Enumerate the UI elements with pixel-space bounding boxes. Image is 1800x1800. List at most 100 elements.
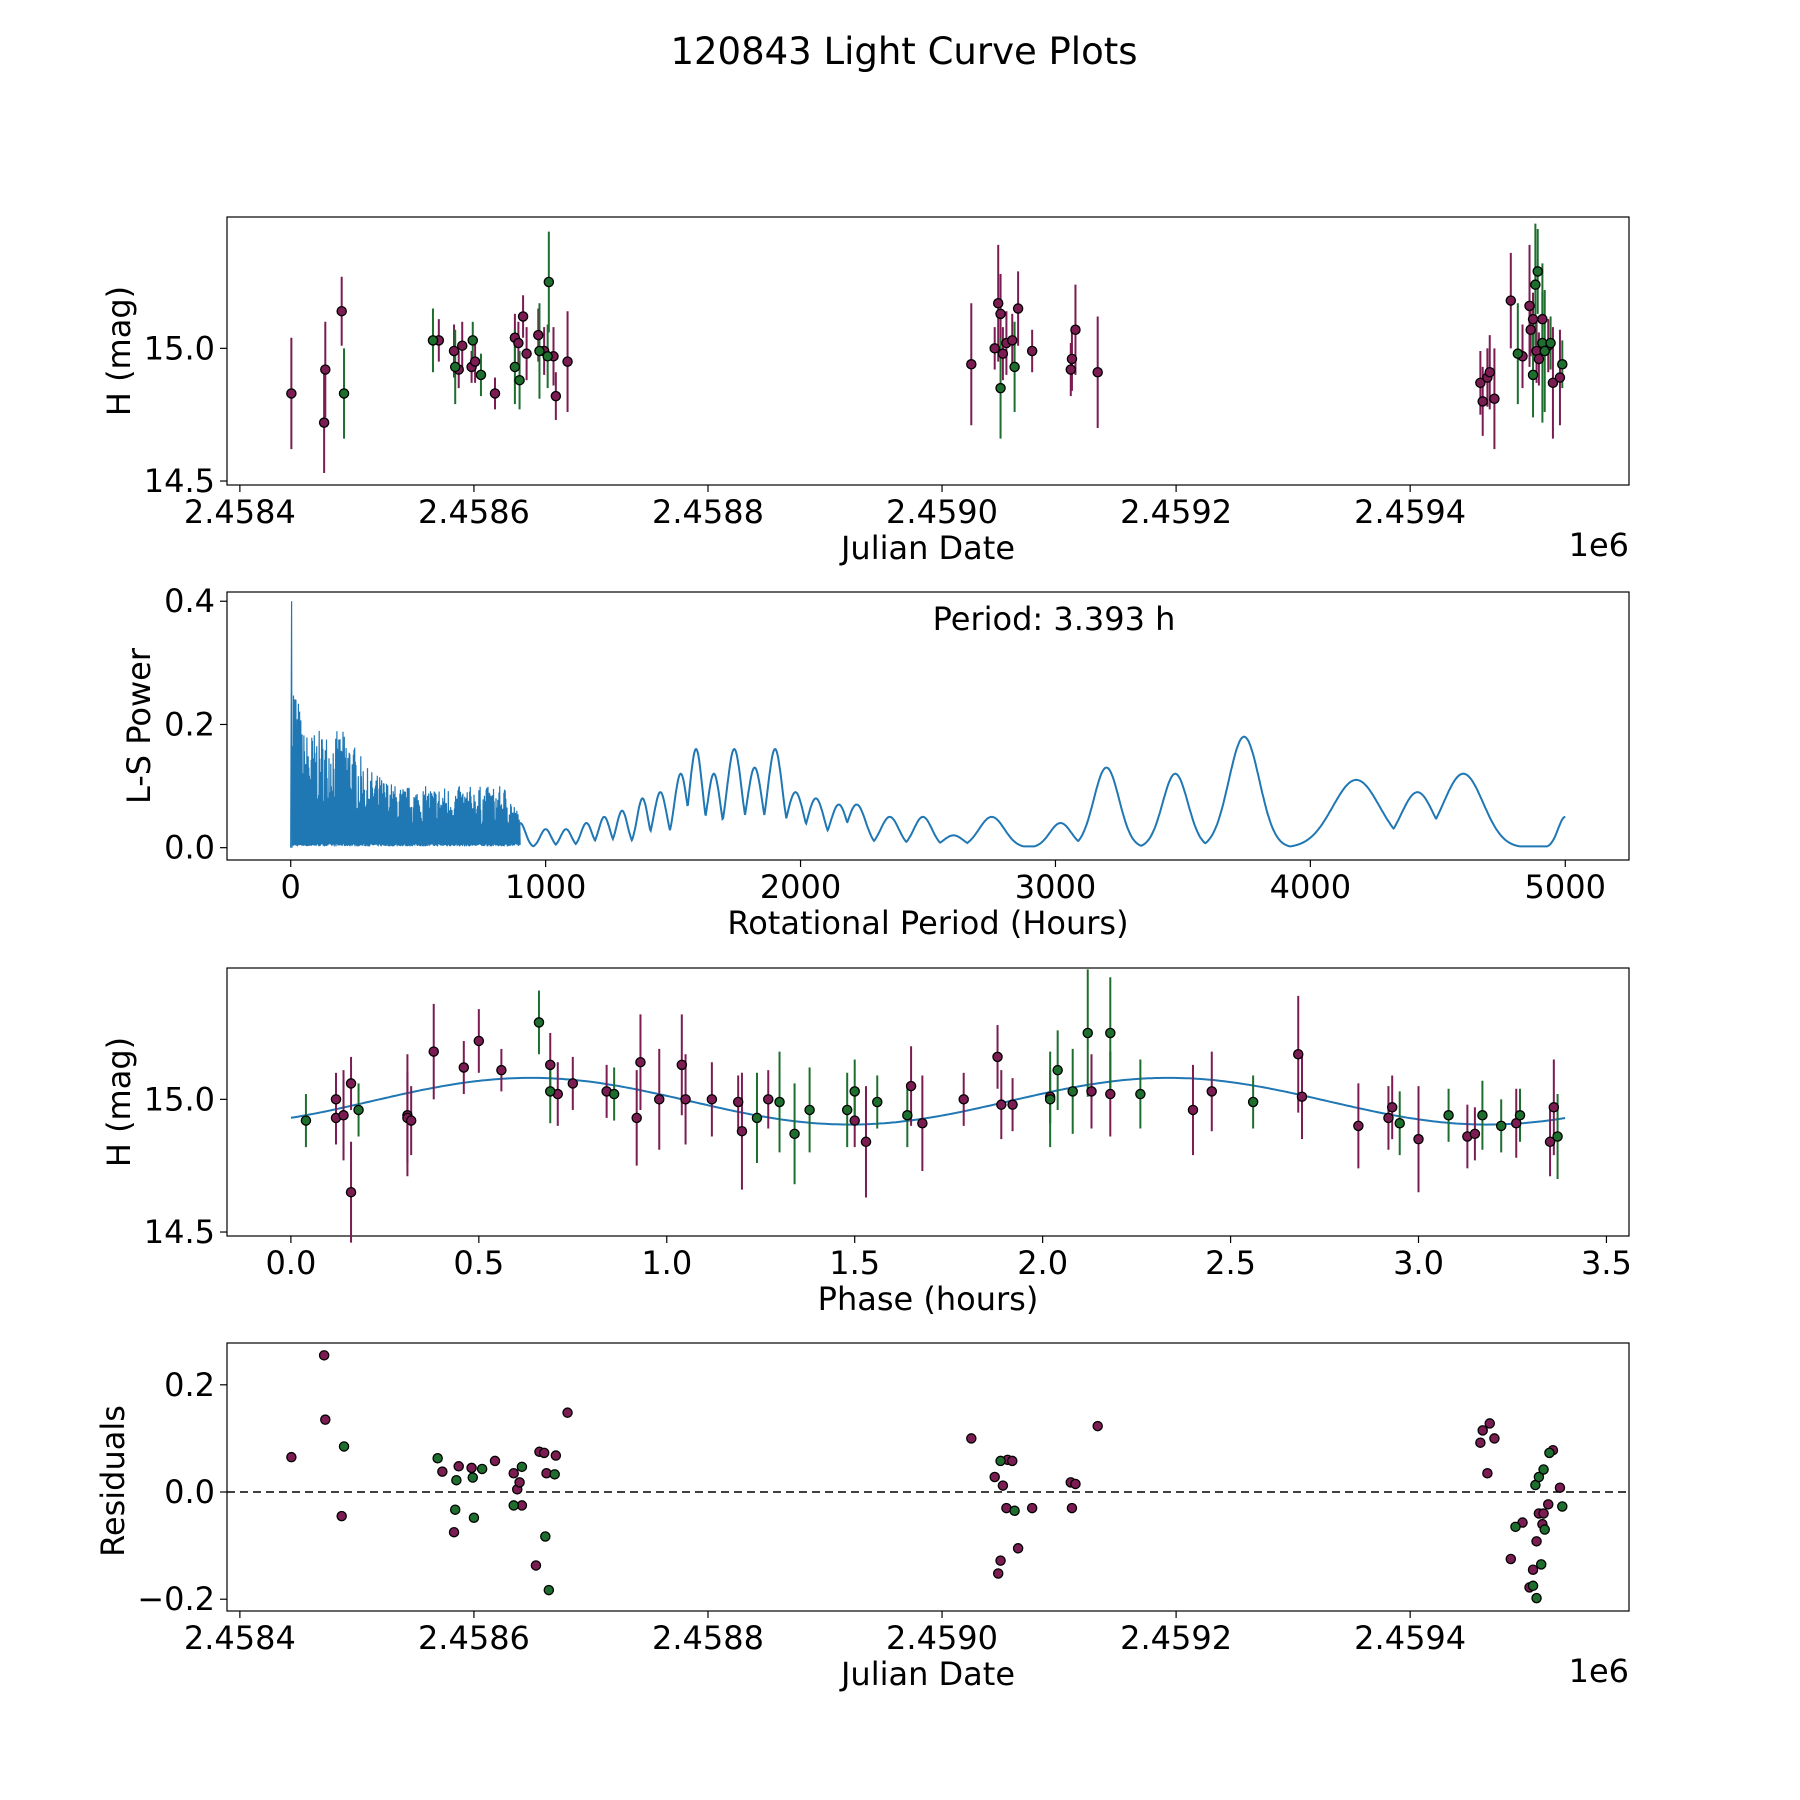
periodogram-xtick-label: 4000 (1270, 868, 1351, 906)
lightcurve-point-maroon (562, 356, 573, 367)
periodogram-annotation: Period: 3.393 h (933, 600, 1176, 638)
residuals-point-maroon (992, 1568, 1004, 1579)
residuals-point-green (1510, 1521, 1521, 1533)
panel-periodogram: 0 1000 2000 3000 4000 5000 0.0 0.2 0.4 Period: 3… (120, 582, 1630, 942)
residuals-point-green (516, 1461, 528, 1473)
residuals-point-green (432, 1452, 443, 1464)
phased-xtick-label: 3.0 (1393, 1244, 1444, 1282)
phased-point-green (1105, 1027, 1116, 1039)
residuals-point-maroon (1505, 1553, 1517, 1565)
lightcurve-point-maroon (1475, 377, 1486, 389)
periodogram-xtick-label: 1000 (505, 868, 586, 906)
phased-point-maroon (1544, 1136, 1556, 1148)
periodogram-xlabel: Rotational Period (Hours) (727, 904, 1128, 942)
lightcurve-point-maroon (1012, 303, 1024, 314)
phased-point-maroon (706, 1094, 718, 1105)
phased-point-maroon (1105, 1088, 1116, 1100)
panel-lightcurve: 2.4584 2.4586 2.4588 2.4590 2.4592 2.4594 14.5… (100, 216, 1630, 567)
periodogram-xtick-label: 5000 (1525, 868, 1606, 906)
residuals-point-green (1531, 1592, 1542, 1604)
residuals-point-maroon (453, 1461, 464, 1472)
residuals-point-green (1009, 1505, 1020, 1517)
residuals-point-green (476, 1463, 488, 1475)
residuals-xtick-label: 2.4586 (418, 1619, 530, 1657)
phased-point-maroon (458, 1062, 470, 1073)
residuals-point-maroon (995, 1555, 1006, 1566)
residuals-point-maroon (997, 1480, 1009, 1491)
phased-point-maroon (330, 1094, 342, 1105)
phased-point-maroon (631, 1112, 642, 1124)
lightcurve-point-maroon (533, 329, 544, 341)
phased-point-green (1495, 1120, 1507, 1132)
lightcurve-point-maroon (1092, 366, 1103, 378)
periodogram-noise-line (290, 601, 521, 848)
lightcurve-point-green (543, 276, 555, 288)
residuals-ticks: 2.4584 2.4586 2.4588 2.4590 2.4592 2.4594 −0.2… (137, 1366, 1466, 1657)
lightcurve-point-maroon (1070, 324, 1081, 336)
phased-point-green (789, 1128, 800, 1140)
phased-point-green (1135, 1088, 1146, 1100)
phased-point-green (353, 1104, 364, 1116)
phased-point-maroon (905, 1080, 917, 1092)
lightcurve-point-maroon (1026, 345, 1038, 357)
phased-point-green (1082, 1027, 1093, 1039)
residuals-xtick-label: 2.4590 (886, 1619, 998, 1657)
phased-point-green (1394, 1117, 1405, 1129)
phased-xlabel: Phase (hours) (818, 1280, 1039, 1318)
residuals-point-maroon (530, 1560, 542, 1571)
residuals-ytick-label: −0.2 (137, 1580, 215, 1618)
lightcurve-point-maroon (320, 364, 331, 375)
phased-point-green (1052, 1064, 1063, 1076)
phased-xtick-label: 2.0 (1017, 1244, 1068, 1282)
phased-point-maroon (1353, 1120, 1364, 1132)
lightcurve-xtick-label: 2.4590 (886, 493, 998, 531)
lightcurve-point-maroon (1007, 335, 1018, 346)
lightcurve-point-maroon (1554, 372, 1566, 383)
residuals-point-maroon (448, 1526, 460, 1538)
residuals-point-green (995, 1455, 1006, 1467)
lightcurve-point-maroon (318, 417, 330, 428)
phased-point-maroon (654, 1094, 665, 1105)
phased-point-maroon (345, 1078, 357, 1089)
lightcurve-ytick-label: 15.0 (144, 329, 215, 367)
phased-point-green (1443, 1110, 1454, 1121)
residuals-point-maroon (437, 1466, 448, 1477)
residuals-point-maroon (1012, 1543, 1024, 1554)
phased-point-maroon (473, 1035, 485, 1047)
lightcurve-offset-label: 1e6 (1569, 526, 1629, 564)
periodogram-xtick-label: 0 (281, 868, 301, 906)
residuals-point-maroon (286, 1451, 297, 1463)
lightcurve-point-green (1539, 345, 1550, 357)
phased-point-green (841, 1104, 853, 1116)
phased-point-maroon (1548, 1102, 1560, 1113)
periodogram-ytick-label: 0.4 (164, 582, 215, 620)
phased-point-green (608, 1088, 620, 1100)
phased-point-green (533, 1017, 545, 1028)
residuals-xtick-label: 2.4592 (1120, 1619, 1232, 1657)
periodogram-xtick-label: 3000 (1015, 868, 1096, 906)
phased-xtick-label: 1.5 (829, 1244, 880, 1282)
phased-point-maroon (1206, 1086, 1218, 1097)
residuals-xtick-label: 2.4594 (1354, 1619, 1466, 1657)
lightcurve-point-maroon (1533, 353, 1545, 365)
lightcurve-point-maroon (448, 345, 460, 357)
residuals-point-maroon (1527, 1564, 1539, 1575)
lightcurve-point-green (542, 351, 553, 362)
lightcurve-xlabel: Julian Date (839, 529, 1015, 567)
lightcurve-point-maroon (1537, 313, 1548, 325)
phased-point-maroon (732, 1096, 744, 1108)
residuals-point-green (338, 1441, 350, 1452)
phased-xtick-label: 2.5 (1205, 1244, 1256, 1282)
lightcurve-point-maroon (456, 340, 468, 351)
residuals-point-maroon (538, 1447, 550, 1459)
lightcurve-point-maroon (1065, 364, 1077, 375)
phased-axes-frame (226, 967, 1630, 1237)
phased-point-green (804, 1104, 815, 1116)
periodogram-ticks: 0 1000 2000 3000 4000 5000 0.0 0.2 0.4 (164, 582, 1606, 906)
residuals-point-maroon (514, 1477, 525, 1488)
residuals-point-maroon (318, 1350, 330, 1361)
phased-point-maroon (680, 1094, 691, 1105)
residuals-point-green (1533, 1471, 1545, 1483)
phased-ytick-label: 15.0 (144, 1080, 215, 1118)
phased-ytick-label: 14.5 (144, 1213, 215, 1251)
